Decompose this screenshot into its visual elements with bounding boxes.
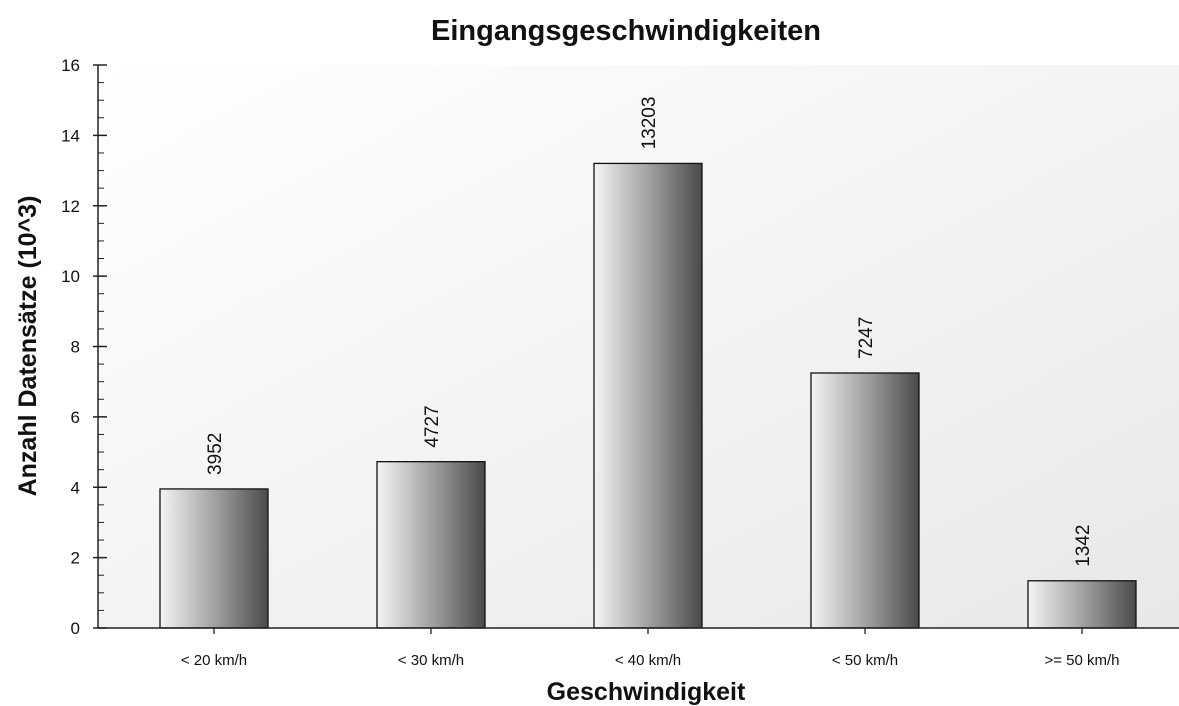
chart-title: Eingangsgeschwindigkeiten bbox=[431, 15, 821, 47]
bar bbox=[159, 488, 269, 629]
x-tick-label: < 50 km/h bbox=[832, 652, 898, 669]
bar bbox=[593, 162, 703, 629]
bars-group: 3952 4727 13203 7247 1342 bbox=[159, 97, 1137, 629]
x-tick-label: < 30 km/h bbox=[398, 652, 464, 669]
y-tick-label: 4 bbox=[71, 478, 80, 497]
y-tick-label: 12 bbox=[61, 197, 80, 216]
bar-value-label: 13203 bbox=[639, 97, 660, 150]
bar bbox=[810, 372, 920, 629]
y-tick-label: 14 bbox=[61, 126, 80, 145]
x-axis: < 20 km/h < 30 km/h < 40 km/h < 50 km/h >= 5… bbox=[98, 627, 1179, 669]
bar-value-label: 1342 bbox=[1073, 524, 1094, 566]
y-axis: 0 2 4 6 8 10 12 14 16 bbox=[61, 56, 107, 638]
x-tick-label: >= 50 km/h bbox=[1044, 652, 1119, 669]
x-tick-label: < 40 km/h bbox=[615, 652, 681, 669]
y-tick-label: 6 bbox=[71, 408, 80, 427]
y-axis-title: Anzahl Datensätze (10^3) bbox=[14, 196, 42, 497]
y-tick-label: 2 bbox=[71, 549, 80, 568]
y-tick-label: 10 bbox=[61, 267, 80, 286]
y-tick-label: 0 bbox=[71, 619, 80, 638]
x-tick-label: < 20 km/h bbox=[181, 652, 247, 669]
bar bbox=[376, 461, 486, 629]
y-tick-label: 16 bbox=[61, 56, 80, 75]
bar-value-label: 4727 bbox=[422, 405, 443, 447]
x-axis-title: Geschwindigkeit bbox=[547, 678, 746, 706]
bar bbox=[1027, 580, 1137, 629]
y-tick-label: 8 bbox=[71, 338, 80, 357]
bar-value-label: 3952 bbox=[205, 433, 226, 475]
bar-value-label: 7247 bbox=[856, 317, 877, 359]
